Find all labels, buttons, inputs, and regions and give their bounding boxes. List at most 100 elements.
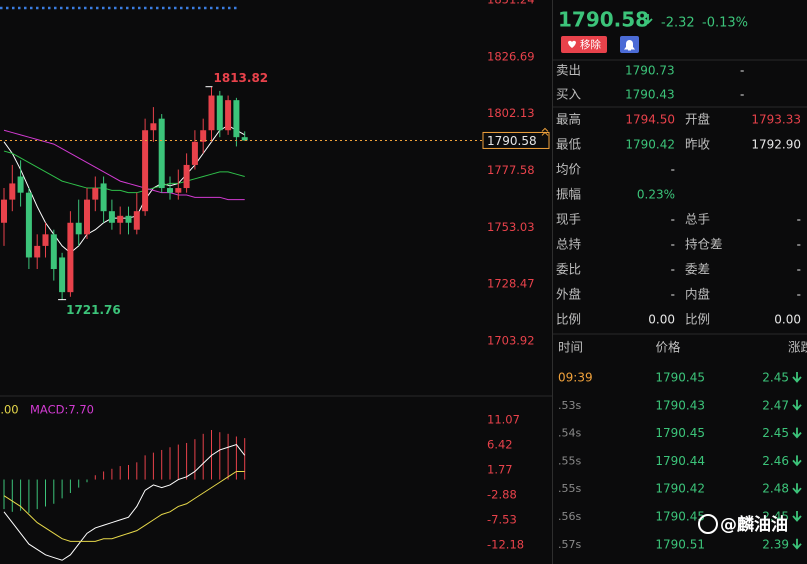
trade-time: .56s bbox=[558, 510, 581, 523]
candle-body bbox=[183, 164, 190, 189]
candle-body bbox=[233, 100, 240, 138]
stat-label: 振幅 bbox=[556, 187, 581, 202]
stat-label: 总持 bbox=[556, 237, 581, 252]
candle-body bbox=[241, 137, 248, 141]
candle-body bbox=[117, 215, 124, 223]
stat-value: - bbox=[797, 288, 801, 302]
book-label: 卖出 bbox=[556, 63, 581, 78]
trade-price: 1790.51 bbox=[655, 537, 705, 551]
trade-change: 2.39 bbox=[762, 537, 789, 551]
heart-icon bbox=[568, 40, 576, 48]
remove-button-label[interactable]: 移除 bbox=[580, 38, 601, 51]
trade-price: 1790.45 bbox=[655, 510, 705, 524]
stat-value: 1790.42 bbox=[625, 138, 675, 152]
stat-label: 内盘 bbox=[685, 287, 710, 302]
stat-label: 均价 bbox=[556, 162, 582, 177]
stat-label: 昨收 bbox=[685, 137, 711, 152]
watermark-icon bbox=[698, 514, 718, 534]
stat-label: 委差 bbox=[685, 262, 710, 277]
stat-value: - bbox=[671, 263, 675, 277]
trade-price: 1790.42 bbox=[655, 482, 705, 496]
trade-time: .54s bbox=[558, 427, 581, 440]
stat-value: - bbox=[671, 213, 675, 227]
stat-value: 1794.50 bbox=[625, 113, 675, 127]
book-volume: - bbox=[740, 88, 744, 102]
scroll-arrows bbox=[541, 127, 549, 136]
trade-change: 2.45 bbox=[762, 426, 789, 440]
stat-value: - bbox=[671, 238, 675, 252]
down-arrow bbox=[792, 511, 802, 522]
stat-label: 最高 bbox=[556, 112, 581, 127]
candle-body bbox=[175, 188, 182, 193]
y-tick-label: -2.88 bbox=[487, 488, 517, 502]
y-tick-label: 1.77 bbox=[487, 463, 513, 477]
y-tick-label: 1826.69 bbox=[487, 49, 535, 63]
bell-icon bbox=[624, 40, 635, 51]
y-tick-label: 1851.24 bbox=[487, 0, 535, 7]
trade-header: 时间 bbox=[558, 340, 583, 355]
candle-body bbox=[17, 176, 24, 193]
y-tick-label: 1777.58 bbox=[487, 163, 535, 177]
trade-price: 1790.44 bbox=[655, 454, 705, 468]
macd-line bbox=[3, 470, 245, 542]
price-change: -2.32 bbox=[661, 16, 695, 31]
down-arrow bbox=[792, 399, 802, 411]
trade-price: 1790.43 bbox=[655, 398, 705, 412]
candle-body bbox=[167, 188, 173, 193]
candle-body bbox=[92, 188, 99, 200]
down-arrow bbox=[792, 427, 802, 439]
indicator-label: 2.00 bbox=[0, 403, 19, 417]
stat-label: 比例 bbox=[685, 312, 710, 327]
candle-body bbox=[150, 123, 157, 131]
trade-time: .55s bbox=[558, 454, 581, 467]
book-volume: - bbox=[740, 64, 744, 78]
last-price: 1790.58 bbox=[558, 8, 649, 32]
high-label: 1813.82 bbox=[214, 71, 269, 85]
down-arrow bbox=[792, 538, 802, 550]
stat-value: 0.00 bbox=[648, 313, 675, 327]
trade-change: 2.45 bbox=[762, 510, 789, 524]
trade-change: 2.46 bbox=[762, 454, 789, 468]
remove-button[interactable] bbox=[561, 36, 607, 53]
candle-body bbox=[34, 245, 41, 258]
book-price: 1790.43 bbox=[625, 88, 675, 102]
trade-change: 2.47 bbox=[762, 398, 789, 412]
candle-body bbox=[75, 222, 82, 235]
y-tick-label: 1753.03 bbox=[487, 220, 535, 234]
down-arrow bbox=[792, 483, 802, 495]
trade-header: 涨跌 bbox=[788, 340, 807, 355]
candle-body bbox=[142, 130, 149, 212]
trade-time: .55s bbox=[558, 482, 581, 495]
candle-body bbox=[133, 211, 140, 230]
stat-label: 总手 bbox=[685, 212, 710, 227]
candle-body bbox=[84, 199, 90, 235]
candle-body bbox=[42, 234, 49, 246]
stat-value: 0.23% bbox=[637, 188, 675, 202]
trade-change: 2.48 bbox=[762, 482, 789, 496]
trade-time: .57s bbox=[558, 538, 581, 551]
stat-value: - bbox=[797, 263, 801, 277]
trade-time: 09:39 bbox=[558, 371, 593, 385]
stat-value: 1792.90 bbox=[751, 138, 801, 152]
stat-label: 现手 bbox=[556, 212, 581, 227]
candle-body bbox=[100, 183, 107, 212]
candle-body bbox=[50, 234, 57, 270]
candle-body bbox=[25, 192, 32, 258]
y-tick-label: 6.42 bbox=[487, 438, 513, 452]
candle-body bbox=[108, 211, 115, 223]
candle-body bbox=[59, 257, 66, 293]
y-tick-label: 1802.13 bbox=[487, 106, 535, 120]
candle-body bbox=[9, 183, 16, 200]
indicator-label: MACD:7.70 bbox=[30, 403, 94, 417]
price-change-pct: -0.13% bbox=[702, 16, 748, 31]
watermark: @麟油油 bbox=[720, 514, 788, 535]
y-tick-label: 1728.47 bbox=[487, 277, 535, 291]
stat-value: - bbox=[671, 163, 675, 177]
moving-average bbox=[3, 150, 245, 194]
candle-body bbox=[191, 141, 198, 165]
stat-value: - bbox=[671, 288, 675, 302]
stat-value: - bbox=[797, 238, 801, 252]
down-arrow bbox=[792, 455, 802, 467]
